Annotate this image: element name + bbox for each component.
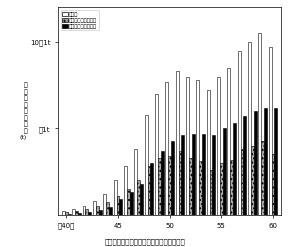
Bar (223, 128, 226, 215)
Bar (151, 163, 153, 215)
Bar (158, 158, 161, 215)
Bar (248, 42, 251, 215)
Bar (238, 51, 241, 215)
Bar (199, 161, 202, 215)
Bar (202, 134, 205, 215)
Bar (127, 189, 130, 215)
Bar (78, 213, 81, 215)
Legend: 合　計, 陸上すり身（国内）, 洋上すり身（近水）: 合 計, 陸上すり身（国内）, 洋上すり身（近水） (61, 10, 99, 30)
Bar (72, 209, 75, 215)
Bar (244, 116, 246, 215)
Bar (145, 115, 148, 215)
Bar (210, 170, 213, 215)
Bar (75, 210, 78, 215)
Bar (171, 141, 174, 215)
Bar (217, 77, 220, 215)
Bar (134, 149, 137, 215)
Bar (86, 209, 88, 215)
Bar (254, 111, 257, 215)
Bar (117, 196, 119, 215)
Bar (119, 199, 122, 215)
Bar (96, 206, 99, 215)
Bar (192, 134, 195, 215)
Bar (99, 210, 102, 215)
Bar (155, 94, 158, 215)
Bar (83, 206, 86, 215)
Bar (213, 135, 215, 215)
Bar (137, 180, 140, 215)
Bar (124, 166, 127, 215)
Bar (161, 151, 164, 215)
Bar (62, 211, 65, 215)
Bar (251, 146, 254, 215)
Bar (176, 71, 179, 215)
Bar (68, 214, 70, 215)
Bar (241, 149, 244, 215)
Bar (186, 77, 189, 215)
Bar (182, 135, 184, 215)
Bar (103, 194, 106, 215)
Bar (109, 207, 112, 215)
Bar (189, 158, 192, 215)
Bar (271, 154, 274, 215)
Bar (179, 151, 182, 215)
Bar (258, 33, 261, 215)
Bar (130, 192, 133, 215)
Bar (261, 141, 264, 215)
Bar (196, 80, 199, 215)
Bar (220, 163, 223, 215)
Bar (168, 156, 171, 215)
Bar (88, 212, 91, 215)
Bar (269, 47, 271, 215)
Bar (114, 180, 117, 215)
Bar (264, 108, 267, 215)
Bar (165, 82, 168, 215)
Y-axis label: 冷
凍
す
り
身
生
産
量
(t): 冷 凍 す り 身 生 産 量 (t) (20, 83, 27, 140)
Bar (140, 184, 143, 215)
Bar (148, 166, 151, 215)
Bar (65, 212, 68, 215)
Bar (106, 202, 109, 215)
Bar (93, 201, 96, 215)
Bar (227, 68, 230, 215)
Bar (233, 123, 236, 215)
Bar (207, 90, 210, 215)
Bar (230, 160, 233, 215)
Bar (274, 108, 277, 215)
Text: 図　陸上、洋上別冷凍すり身生産量の推移: 図 陸上、洋上別冷凍すり身生産量の推移 (105, 238, 185, 245)
